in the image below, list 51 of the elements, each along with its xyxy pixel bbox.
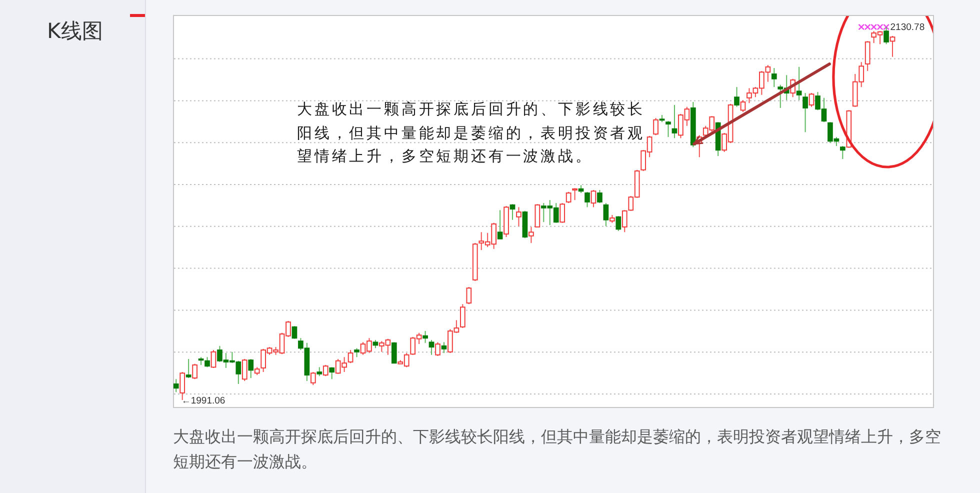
candlestick — [441, 342, 447, 354]
candlestick — [572, 188, 578, 201]
candlestick — [597, 190, 602, 204]
candlestick — [422, 330, 428, 344]
annotation: 2130.78 — [890, 22, 925, 33]
candlestick — [740, 100, 746, 113]
candlestick — [435, 342, 440, 356]
candlestick — [428, 339, 434, 356]
candlestick — [653, 118, 658, 136]
candlestick — [192, 363, 198, 380]
candlestick — [186, 358, 192, 378]
candlestick — [796, 66, 802, 101]
candlestick — [242, 358, 248, 382]
candlestick — [466, 286, 472, 305]
candlestick — [510, 204, 516, 220]
candlestick — [603, 202, 609, 227]
candlestick — [460, 304, 466, 329]
candlestick — [590, 190, 596, 208]
chart-title: K线图 — [47, 18, 103, 45]
candlestick — [173, 378, 179, 393]
candlestick — [808, 92, 814, 108]
candlestick — [292, 326, 298, 340]
text: 大盘收出一颗高开探底后回升的、下影线较长阳线，但其中量能却是萎缩的，表明投资者观望情绪上升，多空短期还有一波激战。 — [173, 426, 942, 473]
annotation: ←1991.06 — [181, 396, 226, 406]
candlestick — [771, 68, 777, 88]
candlestick — [666, 120, 671, 138]
candlestick — [890, 35, 896, 58]
candlestick — [497, 210, 503, 240]
candlestick — [672, 104, 678, 139]
candlestick — [534, 204, 540, 228]
candlestick — [528, 226, 534, 244]
annotation: 大盘收出一颗高开探底后回升的、下影线较长阳线，但其中量能却是萎缩的，表明投资者观望情绪上升，多空短期还有一波激战。 — [297, 99, 646, 167]
candlestick — [180, 372, 186, 400]
candlestick — [734, 86, 740, 108]
candlestick — [560, 202, 566, 224]
candlestick — [329, 366, 335, 380]
candlestick — [802, 92, 808, 133]
candlestick — [616, 216, 622, 232]
candlestick — [204, 356, 210, 368]
candlestick — [248, 358, 254, 378]
candlestick — [322, 364, 328, 377]
candlestick — [310, 372, 316, 386]
candlestick — [584, 191, 590, 208]
candlestick — [516, 206, 522, 227]
candlestick — [622, 210, 628, 233]
candlestick — [566, 191, 572, 204]
candlestick — [864, 40, 870, 72]
candlestick — [840, 145, 846, 160]
candlestick — [210, 350, 216, 368]
candlestick — [348, 350, 354, 364]
candlestick — [391, 342, 397, 364]
